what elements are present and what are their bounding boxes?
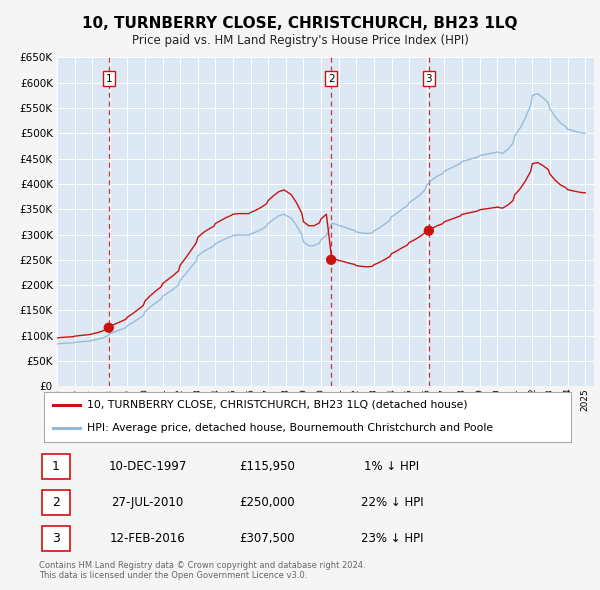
- Text: 1% ↓ HPI: 1% ↓ HPI: [364, 460, 419, 473]
- Text: 10, TURNBERRY CLOSE, CHRISTCHURCH, BH23 1LQ: 10, TURNBERRY CLOSE, CHRISTCHURCH, BH23 …: [82, 16, 518, 31]
- Text: 1: 1: [106, 74, 112, 84]
- Text: 1: 1: [52, 460, 60, 473]
- Text: Contains HM Land Registry data © Crown copyright and database right 2024.
This d: Contains HM Land Registry data © Crown c…: [39, 560, 365, 580]
- Text: 27-JUL-2010: 27-JUL-2010: [112, 496, 184, 509]
- Text: £250,000: £250,000: [239, 496, 295, 509]
- Text: 22% ↓ HPI: 22% ↓ HPI: [361, 496, 423, 509]
- Text: 23% ↓ HPI: 23% ↓ HPI: [361, 532, 423, 545]
- Text: 2: 2: [52, 496, 60, 509]
- Text: 3: 3: [425, 74, 432, 84]
- Text: 12-FEB-2016: 12-FEB-2016: [110, 532, 185, 545]
- FancyBboxPatch shape: [42, 526, 70, 552]
- Text: 10-DEC-1997: 10-DEC-1997: [109, 460, 187, 473]
- Text: 3: 3: [52, 532, 60, 545]
- Point: [104, 323, 113, 332]
- FancyBboxPatch shape: [44, 392, 571, 441]
- Point: [424, 226, 434, 235]
- Text: £115,950: £115,950: [239, 460, 295, 473]
- FancyBboxPatch shape: [42, 454, 70, 479]
- Text: £307,500: £307,500: [239, 532, 295, 545]
- Text: HPI: Average price, detached house, Bournemouth Christchurch and Poole: HPI: Average price, detached house, Bour…: [87, 424, 493, 434]
- Point: [326, 255, 336, 264]
- Text: 2: 2: [328, 74, 334, 84]
- Text: 10, TURNBERRY CLOSE, CHRISTCHURCH, BH23 1LQ (detached house): 10, TURNBERRY CLOSE, CHRISTCHURCH, BH23 …: [87, 399, 467, 409]
- FancyBboxPatch shape: [42, 490, 70, 515]
- Text: Price paid vs. HM Land Registry's House Price Index (HPI): Price paid vs. HM Land Registry's House …: [131, 34, 469, 47]
